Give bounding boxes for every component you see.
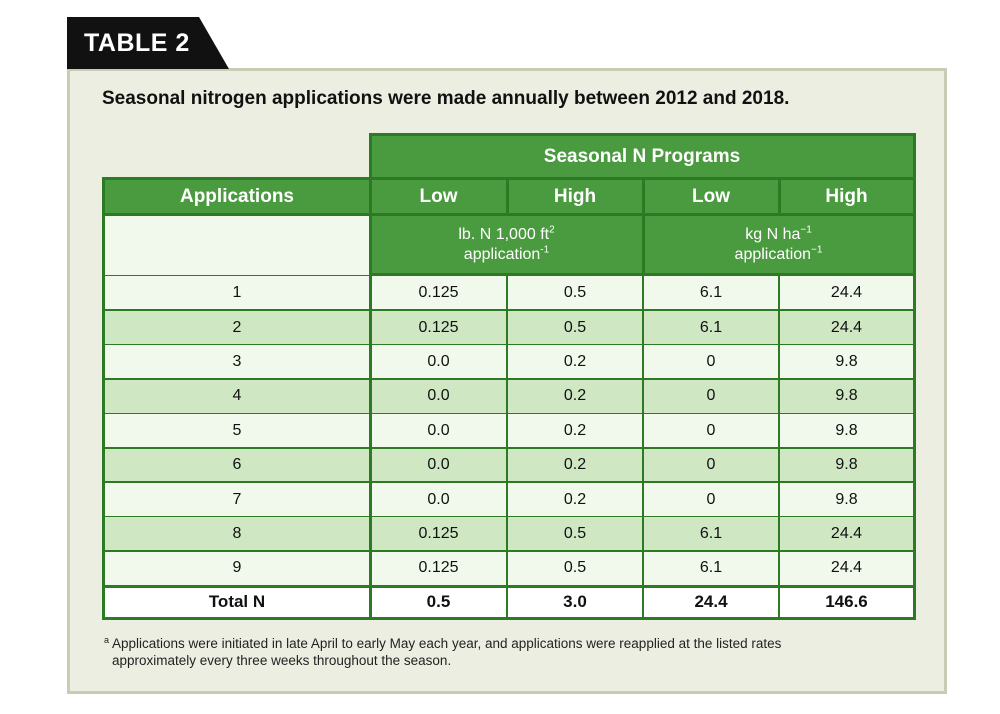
unit-metric: kg N ha−1 application−1 [643, 215, 914, 275]
table-cell-value: 24.4 [779, 516, 914, 552]
table-cell-value: 0 [643, 344, 779, 380]
table-cell-value: 24.4 [779, 551, 914, 586]
total-row-value: 146.6 [779, 585, 914, 618]
table-cell-value: 0.0 [370, 413, 507, 448]
unit-metric-sup2: −1 [811, 244, 823, 256]
grid-rule [506, 275, 508, 618]
table-cell-application: 1 [104, 276, 370, 311]
table-cell-value: 0.0 [370, 482, 507, 517]
total-row-value: 3.0 [507, 585, 643, 618]
table-cell-value: 0.125 [370, 551, 507, 586]
unit-imperial-sup2: -1 [540, 244, 550, 256]
table-cell-value: 6.1 [643, 516, 779, 552]
footnote-line1: Applications were initiated in late Apri… [112, 636, 782, 651]
grid-rule [102, 343, 916, 346]
grid-rule [642, 177, 645, 275]
grid-rule [642, 275, 644, 618]
grid-rule [102, 584, 916, 588]
table-cell-value: 9.8 [779, 379, 914, 414]
table-cell-value: 6.1 [643, 276, 779, 311]
table-cell-value: 9.8 [779, 344, 914, 380]
table-cell-value: 0 [643, 448, 779, 483]
grid-rule [913, 133, 916, 620]
table-cell-value: 0.2 [507, 482, 643, 517]
grid-rule [369, 133, 916, 136]
grid-rule [102, 515, 916, 518]
table-cell-value: 0.0 [370, 379, 507, 414]
table-cell-value: 0.0 [370, 448, 507, 483]
table-cell-value: 6.1 [643, 310, 779, 345]
table-cell-value: 0.5 [507, 551, 643, 586]
group-header-seasonal-n-programs: Seasonal N Programs [370, 135, 914, 179]
unit-imperial-line2: application [463, 246, 541, 263]
table-cell-value: 24.4 [779, 310, 914, 345]
grid-rule [102, 275, 370, 276]
grid-rule [102, 378, 916, 380]
table-tag: TABLE 2 [67, 17, 229, 69]
unit-row-blank [104, 215, 370, 275]
table-cell-value: 0.125 [370, 310, 507, 345]
table-cell-application: 6 [104, 448, 370, 483]
unit-metric-main: kg N ha [745, 226, 801, 243]
grid-rule [102, 177, 916, 180]
table-cell-value: 6.1 [643, 551, 779, 586]
table-cell-value: 9.8 [779, 413, 914, 448]
subcol-header-high-imperial: High [507, 179, 643, 215]
table-cell-value: 24.4 [779, 276, 914, 311]
table-cell-value: 0.2 [507, 379, 643, 414]
footnote-line2: approximately every three weeks througho… [112, 653, 452, 668]
grid-rule [102, 309, 916, 311]
table-subtitle: Seasonal nitrogen applications were made… [102, 88, 790, 109]
table-cell-value: 0.2 [507, 413, 643, 448]
grid-rule [102, 412, 916, 415]
table-cell-value: 0.5 [507, 310, 643, 345]
grid-rule [102, 177, 105, 620]
grid-rule [506, 177, 509, 215]
table-cell-application: 2 [104, 310, 370, 345]
total-row-value: 24.4 [643, 585, 779, 618]
grid-rule [778, 275, 780, 618]
grid-rule [102, 550, 916, 552]
subcol-header-low-metric: Low [643, 179, 779, 215]
table-cell-value: 0.2 [507, 344, 643, 380]
table-cell-value: 9.8 [779, 448, 914, 483]
table-cell-value: 0.5 [507, 516, 643, 552]
col-header-applications: Applications [104, 179, 370, 215]
unit-imperial: lb. N 1,000 ft2 application-1 [370, 215, 643, 275]
table-cell-application: 7 [104, 482, 370, 517]
grid-rule [369, 133, 372, 620]
table-cell-value: 0.125 [370, 516, 507, 552]
table-cell-value: 9.8 [779, 482, 914, 517]
subcol-header-high-metric: High [779, 179, 914, 215]
unit-metric-line2: application [734, 246, 812, 263]
unit-metric-sup: −1 [800, 224, 812, 236]
table-cell-application: 8 [104, 516, 370, 552]
table-cell-value: 0.5 [507, 276, 643, 311]
table-cell-application: 4 [104, 379, 370, 414]
grid-rule [102, 213, 916, 216]
table-cell-value: 0 [643, 482, 779, 517]
table-footnote: a Applications were initiated in late Apr… [104, 635, 924, 669]
grid-rule [102, 481, 916, 483]
footnote-mark: a [104, 634, 110, 645]
grid-rule [102, 617, 916, 620]
total-row-value: 0.5 [370, 585, 507, 618]
table-cell-value: 0.2 [507, 448, 643, 483]
table-cell-value: 0 [643, 379, 779, 414]
total-row-label: Total N [104, 585, 370, 618]
grid-rule [778, 177, 781, 215]
unit-imperial-sup: 2 [549, 224, 555, 236]
subcol-header-low-imperial: Low [370, 179, 507, 215]
table-cell-application: 9 [104, 551, 370, 586]
table-cell-value: 0 [643, 413, 779, 448]
table-cell-value: 0.125 [370, 276, 507, 311]
table-cell-application: 3 [104, 344, 370, 380]
table-cell-application: 5 [104, 413, 370, 448]
grid-rule [102, 447, 916, 449]
table-cell-value: 0.0 [370, 344, 507, 380]
unit-imperial-main: lb. N 1,000 ft [458, 226, 550, 243]
